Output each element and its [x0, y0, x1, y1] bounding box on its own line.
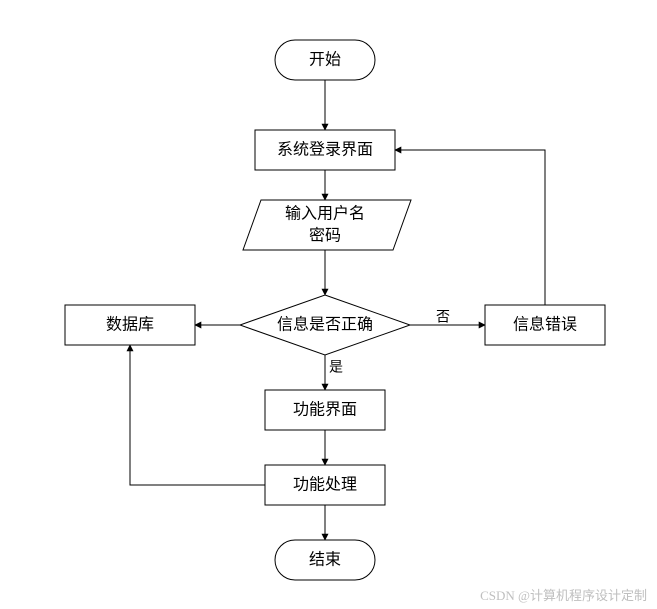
node-db: 数据库	[65, 305, 195, 345]
db-label: 数据库	[106, 316, 154, 334]
input-label-1: 输入用户名	[285, 205, 365, 223]
end-label: 结束	[309, 551, 341, 569]
node-input: 输入用户名 密码	[243, 200, 411, 250]
edge-process-db	[130, 345, 265, 485]
node-error: 信息错误	[485, 305, 605, 345]
node-ui: 功能界面	[265, 390, 385, 430]
start-label: 开始	[309, 51, 341, 69]
decision-label: 信息是否正确	[277, 316, 373, 334]
flowchart-canvas: 否 是 开始 系统登录界面 输入用户名 密码 信息是否正确 数据库	[0, 0, 657, 609]
input-label-2: 密码	[309, 227, 341, 245]
node-login: 系统登录界面	[255, 130, 395, 170]
login-label: 系统登录界面	[277, 141, 373, 159]
error-label: 信息错误	[513, 316, 577, 334]
node-end: 结束	[275, 540, 375, 580]
watermark-text: CSDN @计算机程序设计定制	[480, 588, 647, 603]
edge-error-login	[395, 150, 545, 305]
node-process: 功能处理	[265, 465, 385, 505]
label-no: 否	[436, 311, 450, 326]
ui-label: 功能界面	[293, 401, 357, 419]
label-yes: 是	[329, 361, 343, 376]
node-start: 开始	[275, 40, 375, 80]
process-label: 功能处理	[293, 476, 357, 494]
node-decision: 信息是否正确	[240, 295, 410, 355]
